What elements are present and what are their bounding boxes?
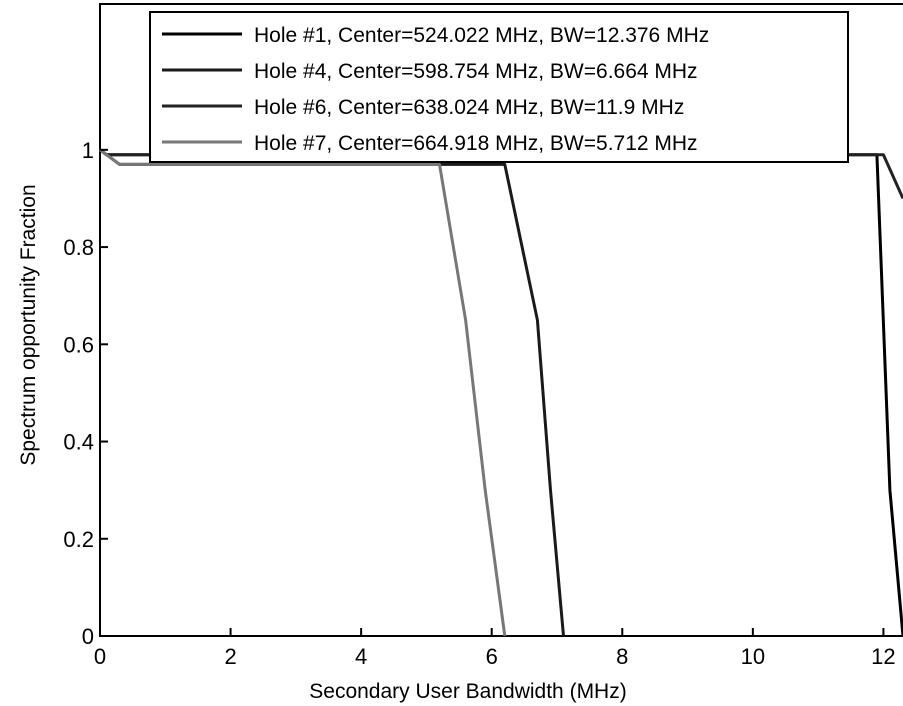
legend-entry-label: Hole #4, Center=598.754 MHz, BW=6.664 MH… xyxy=(254,60,698,83)
series-layer xyxy=(99,148,903,637)
y-tick-label: 0.8 xyxy=(63,235,94,260)
y-axis-label: Spectrum opportunity Fraction xyxy=(17,184,40,465)
y-tick-label: 0.4 xyxy=(63,430,94,455)
series-line-4 xyxy=(99,148,507,637)
legend-box xyxy=(149,11,849,163)
y-tick-label: 0 xyxy=(82,624,94,649)
legend: Hole #1, Center=524.022 MHz, BW=12.376 M… xyxy=(149,11,849,163)
x-tick-label: 6 xyxy=(486,644,498,669)
series-line-1 xyxy=(99,148,903,637)
x-tick-label: 12 xyxy=(871,644,895,669)
x-axis-label: Secondary User Bandwidth (MHz) xyxy=(309,680,626,703)
legend-entry-label: Hole #1, Center=524.022 MHz, BW=12.376 M… xyxy=(254,24,709,47)
y-tick-label: 0.2 xyxy=(63,527,94,552)
x-tick-label: 4 xyxy=(355,644,367,669)
x-tick-label: 2 xyxy=(224,644,236,669)
y-axis: 0 0.2 0.4 0.6 0.8 1 xyxy=(63,138,108,649)
x-tick-label: 8 xyxy=(616,644,628,669)
x-tick-label: 10 xyxy=(741,644,765,669)
x-tick-label: 0 xyxy=(94,644,106,669)
legend-entry-label: Hole #6, Center=638.024 MHz, BW=11.9 MHz xyxy=(254,96,684,119)
legend-entry-label: Hole #7, Center=664.918 MHz, BW=5.712 MH… xyxy=(254,132,698,155)
x-axis: 0 2 4 6 8 10 12 xyxy=(94,628,896,669)
y-tick-label: 1 xyxy=(82,138,94,163)
y-tick-label: 0.6 xyxy=(63,332,94,357)
